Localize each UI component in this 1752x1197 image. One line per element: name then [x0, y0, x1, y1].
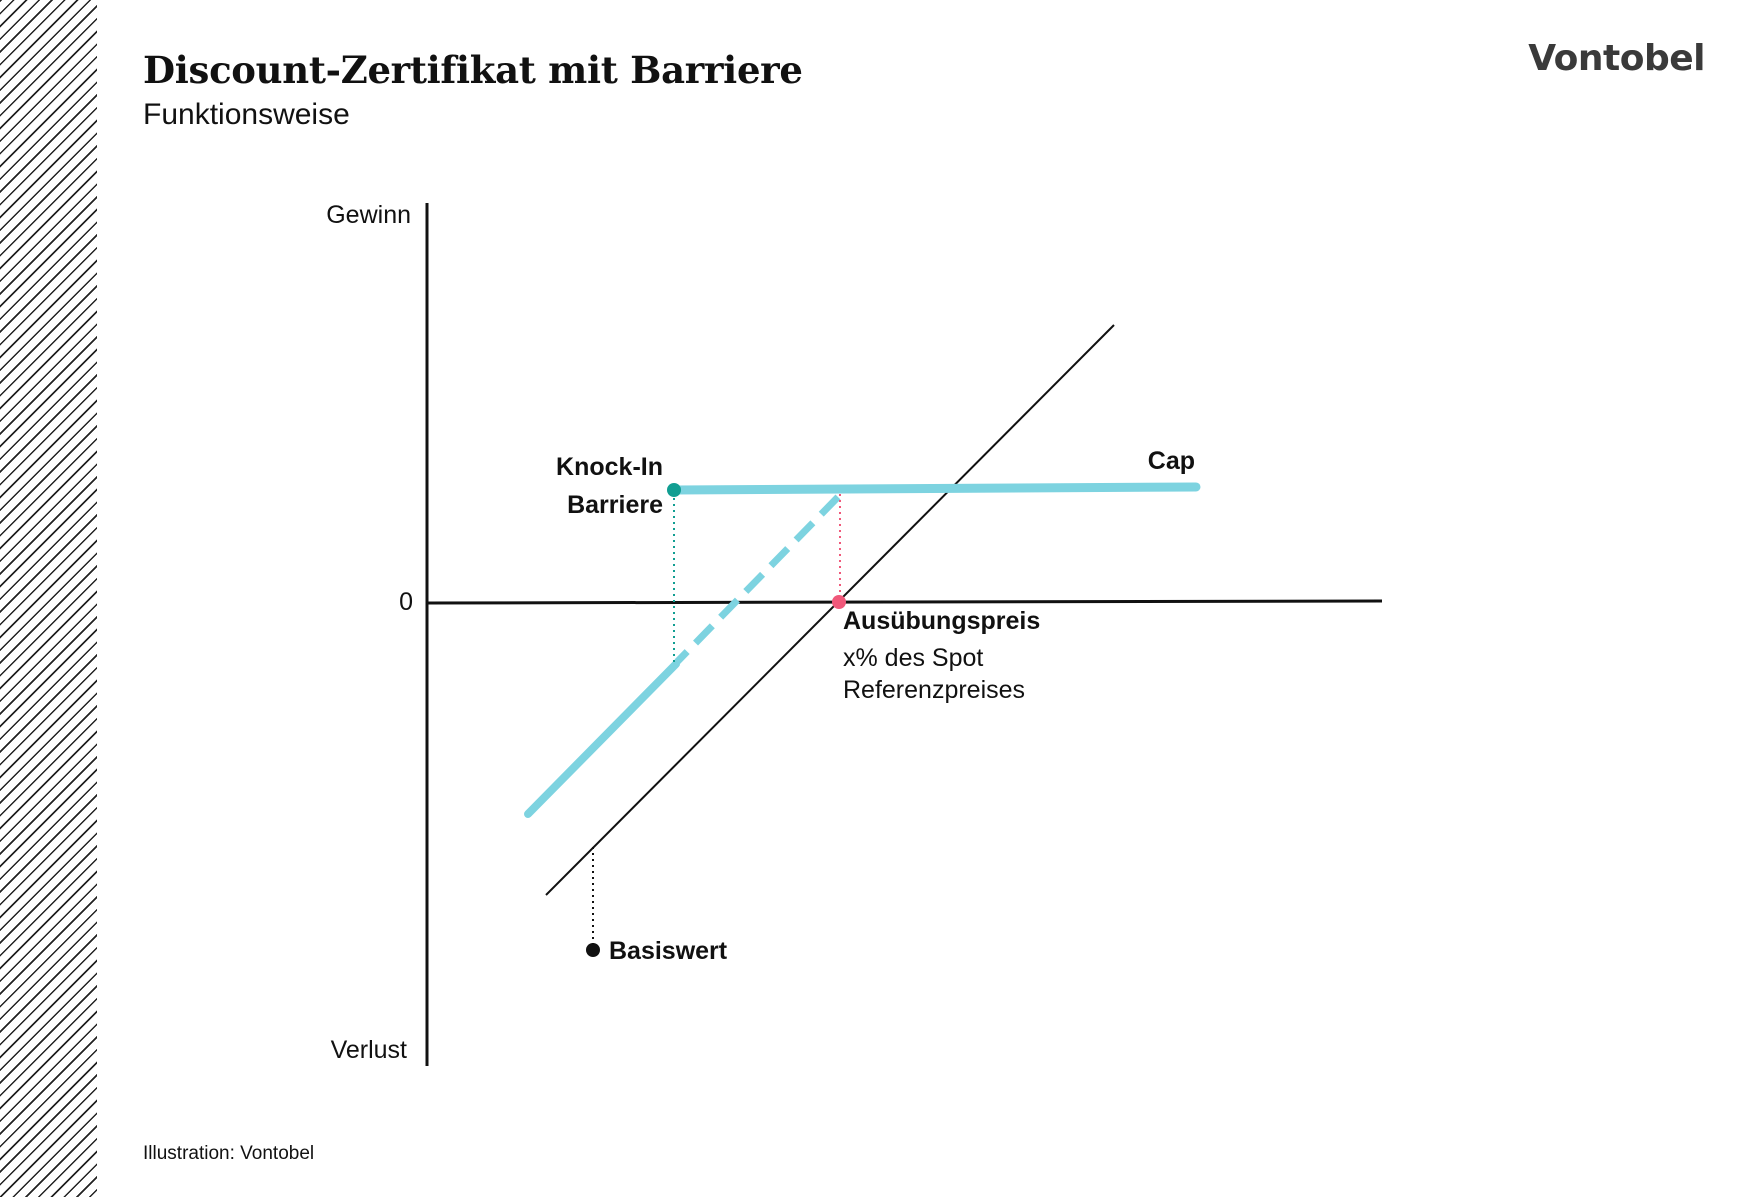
x-axis: [426, 599, 1383, 605]
strike-marker: [832, 595, 846, 609]
certificate-dashed-segment: [674, 494, 841, 665]
cap-label: Cap: [1148, 447, 1195, 475]
page-title: Discount-Zertifikat mit Barriere: [143, 48, 803, 92]
brand-logo: Vontobel: [1528, 38, 1705, 79]
barrier-label: Barriere: [567, 491, 663, 519]
illustration-credit: Illustration: Vontobel: [143, 1143, 315, 1164]
strike-note-line1: x% des Spot: [843, 644, 983, 672]
certificate-cap-line: [670, 482, 1201, 495]
underlying-line: [545, 324, 1115, 896]
y-axis-top-label: Gewinn: [326, 201, 411, 229]
strike-note-line2: Referenzpreises: [843, 676, 1025, 704]
certificate-loss-line: [524, 660, 680, 818]
zero-label: 0: [399, 588, 413, 616]
y-axis-bottom-label: Verlust: [331, 1036, 407, 1064]
strike-label: Ausübungspreis: [843, 607, 1040, 635]
page-subtitle: Funktionsweise: [143, 98, 350, 131]
underlying-marker: [586, 943, 600, 957]
underlying-label: Basiswert: [609, 937, 728, 965]
barrier-marker: [667, 483, 681, 497]
knock-in-label: Knock-In: [556, 453, 663, 481]
hatched-side-bar: [0, 0, 97, 1197]
